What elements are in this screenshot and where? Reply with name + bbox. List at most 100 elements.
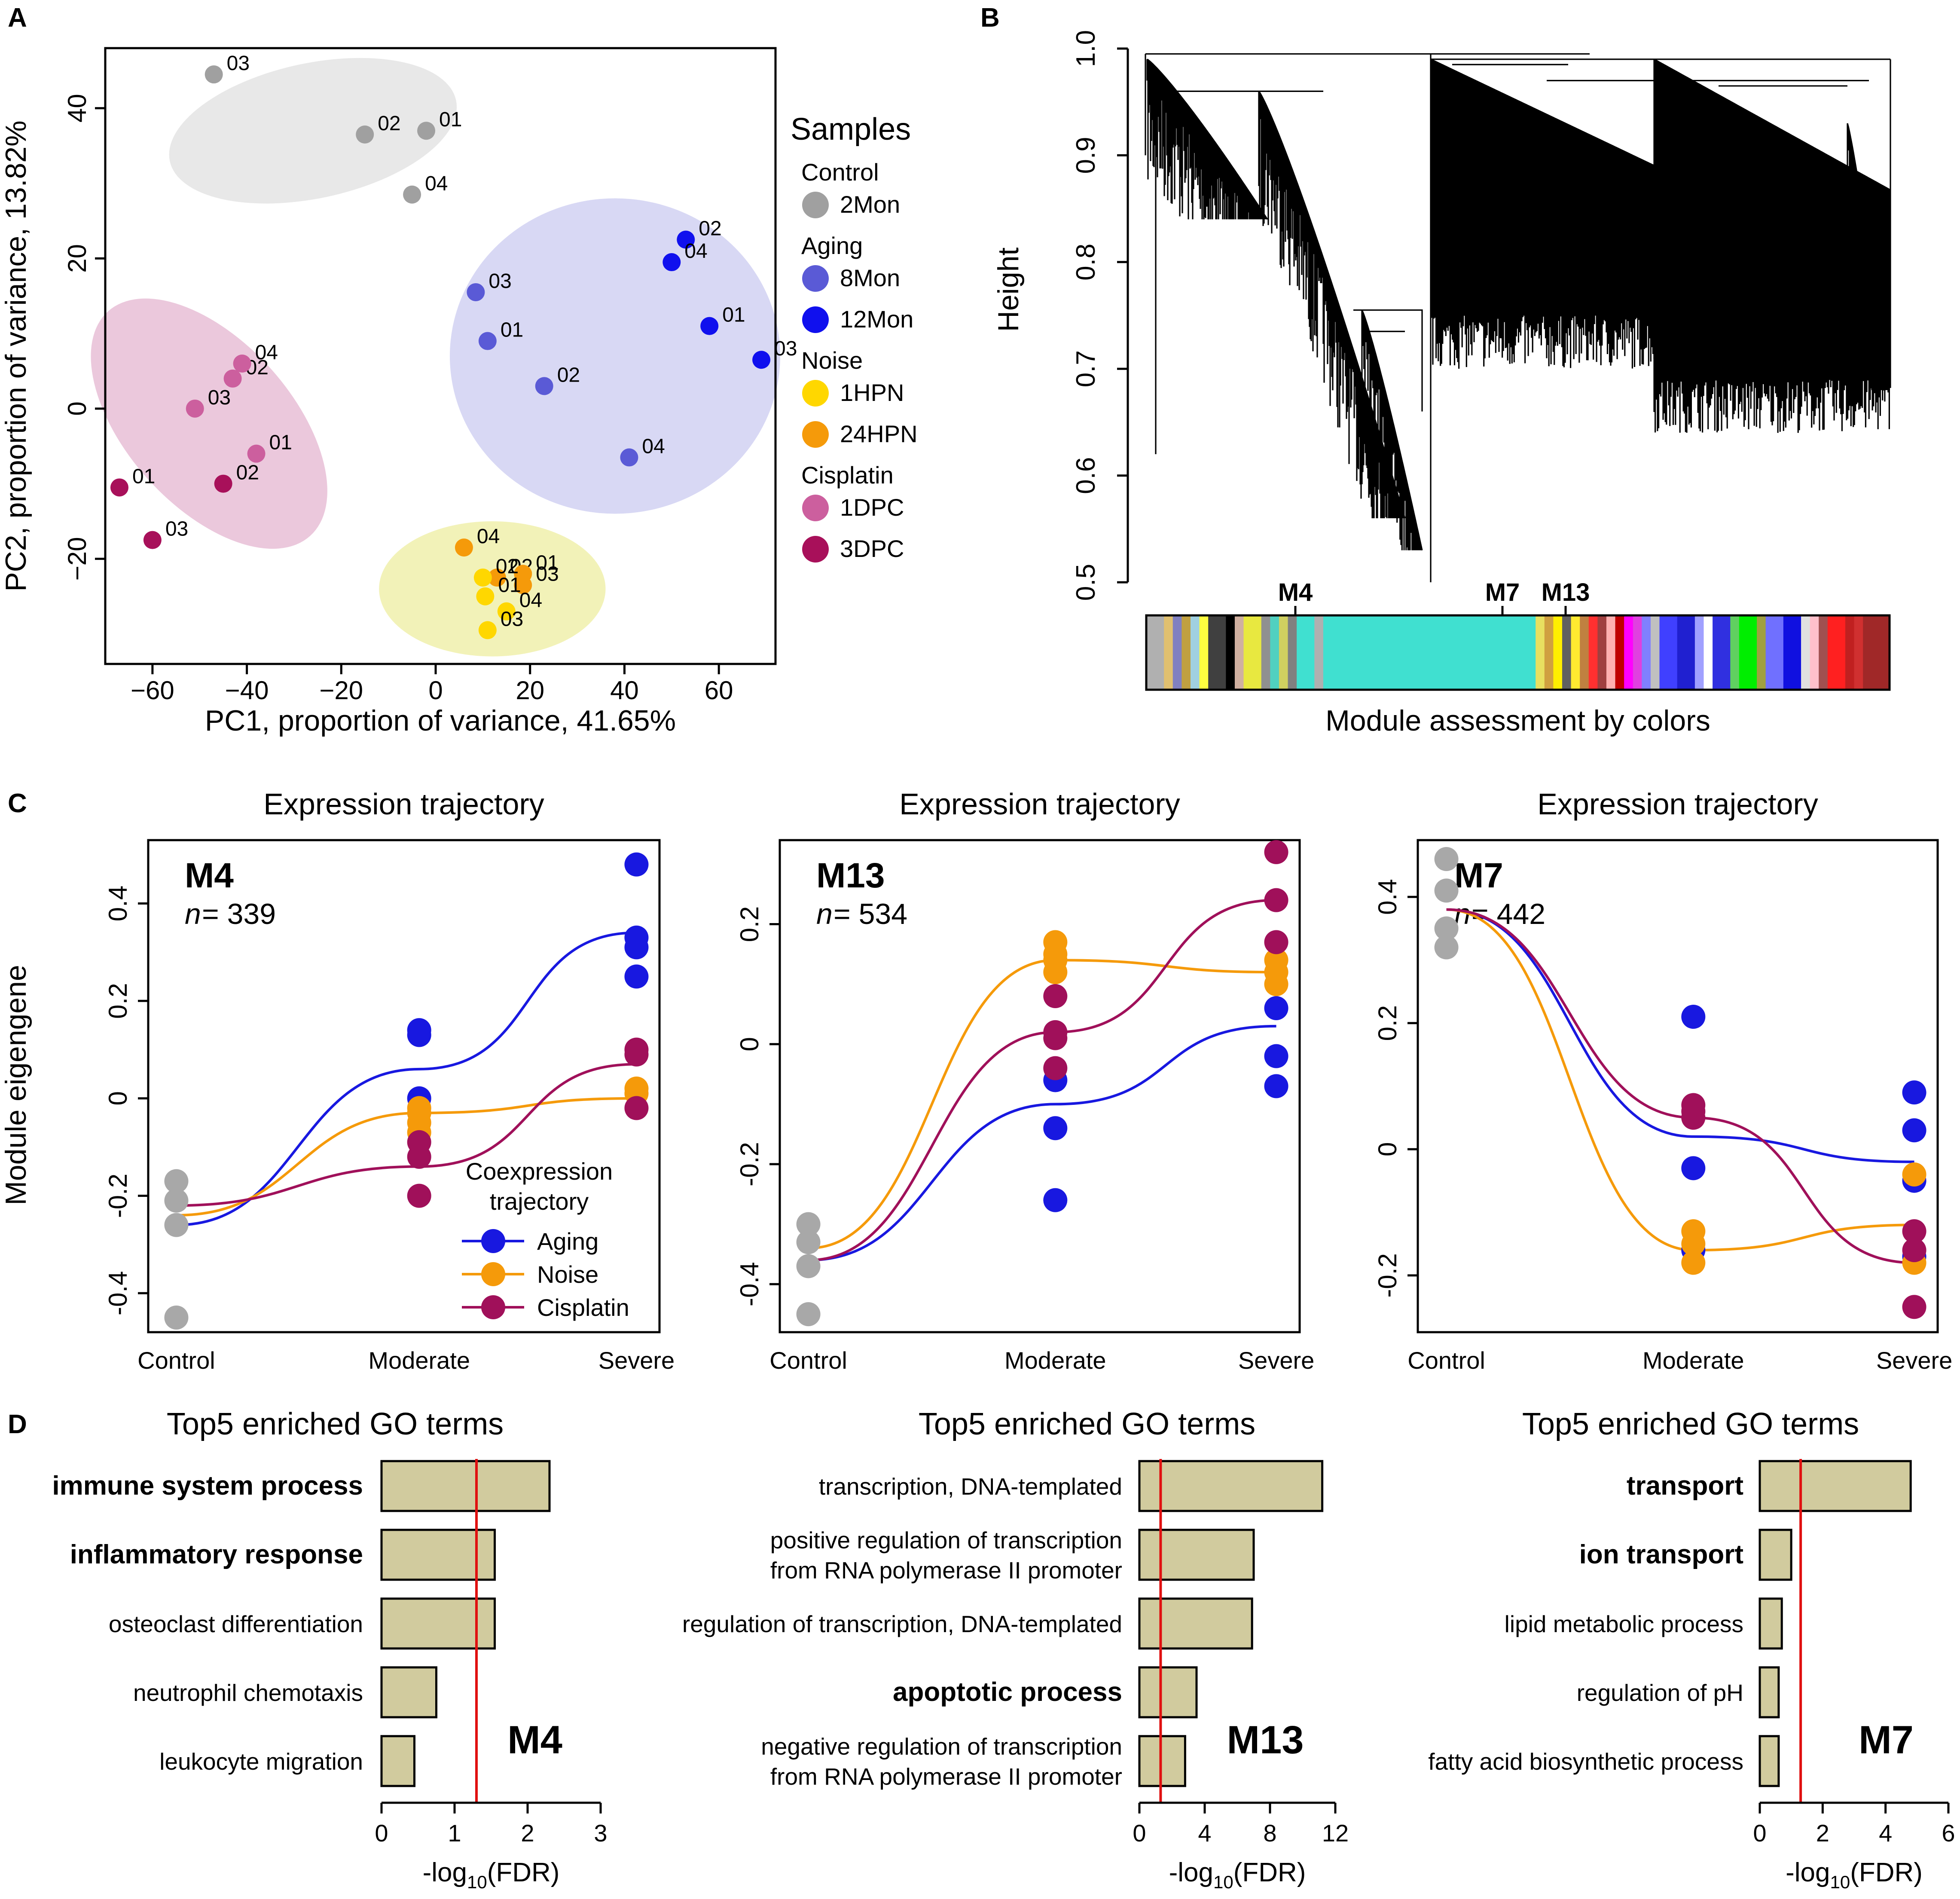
y-tick-label: -0.2 <box>104 1174 132 1218</box>
control-point <box>1434 847 1459 872</box>
severe-point-aging <box>1902 1118 1926 1143</box>
go-module-name: M7 <box>1859 1718 1914 1762</box>
legend-title: Samples <box>791 112 911 147</box>
legend-group-label: Aging <box>801 232 863 259</box>
severe-point-aging <box>1902 1080 1926 1105</box>
pca-legend: Samples Control 2Mon Aging 8Mon 12Mon Noise 1HP… <box>791 112 918 563</box>
x-category-label: Severe <box>1876 1347 1952 1374</box>
legend-item-label: 1DPC <box>840 494 904 521</box>
module-color-segment <box>1588 615 1598 690</box>
go-term-label: negative regulation of transcription <box>761 1733 1122 1760</box>
module-color-segment <box>1261 615 1271 690</box>
go-term-label: transport <box>1627 1471 1743 1501</box>
go-bar <box>1138 1666 1198 1719</box>
x-category-label: Moderate <box>1004 1347 1106 1374</box>
pca-point-label: 03 <box>208 386 231 409</box>
x-axis-title: -log10(FDR) <box>1169 1858 1306 1892</box>
trajectory-chart-m7: Expression trajectory -0.2 0 0.2 0.4 Control M… <box>1373 787 1952 1374</box>
trajectory-line-aging <box>176 931 637 1226</box>
legend-marker <box>481 1229 505 1253</box>
pca-point-label: 03 <box>774 337 797 360</box>
severe-point-cisplatin <box>624 1096 649 1120</box>
module-color-segment <box>1199 615 1209 690</box>
module-color-segment <box>1606 615 1616 690</box>
control-point <box>1434 878 1459 903</box>
module-color-segment <box>1713 615 1731 690</box>
legend-item-label: 3DPC <box>840 535 904 562</box>
trajectory-line-aging <box>808 1024 1276 1262</box>
moderate-point-aging <box>1681 1156 1706 1180</box>
go-bar <box>1138 1735 1186 1787</box>
x-category-label: Moderate <box>368 1347 470 1374</box>
pca-point <box>467 283 485 301</box>
module-color-segment <box>1765 615 1784 690</box>
trajectory-line-aging <box>1446 908 1914 1163</box>
go-title: Top5 enriched GO terms <box>167 1407 504 1441</box>
legend-item-label: 8Mon <box>840 264 900 291</box>
pca-point <box>497 602 516 621</box>
y-tick-label: 40 <box>63 94 92 122</box>
module-color-segment <box>1757 615 1766 690</box>
module-color-segment <box>1536 615 1545 690</box>
pca-point-label: 03 <box>501 608 523 630</box>
x-tick-label: 60 <box>705 676 733 705</box>
trajectory-line-noise <box>808 959 1276 1250</box>
control-point <box>164 1188 189 1213</box>
go-bar <box>1759 1529 1792 1581</box>
module-color-segment <box>1810 615 1820 690</box>
module-color-segment <box>1624 615 1633 690</box>
go-term-label: regulation of pH <box>1577 1679 1743 1706</box>
legend-group-label: Cisplatin <box>801 462 894 489</box>
x-axis-title-subscript: 10 <box>1213 1872 1233 1892</box>
x-category-label: Severe <box>1238 1347 1314 1374</box>
x-category-label: Control <box>1407 1347 1485 1374</box>
pca-point <box>488 569 506 587</box>
module-color-segment <box>1234 615 1244 690</box>
go-bar <box>1759 1666 1780 1719</box>
legend-marker <box>802 380 829 407</box>
module-color-segment <box>1819 615 1828 690</box>
module-color-segment <box>1650 615 1660 690</box>
pca-point-label: 04 <box>684 240 707 263</box>
go-bar <box>1759 1735 1780 1787</box>
y-tick-label: 20 <box>63 244 92 273</box>
pca-point-label: 02 <box>236 462 259 484</box>
y-axis-title: PC2, proportion of variance, 13.82% <box>0 120 32 591</box>
module-color-segment <box>1704 615 1713 690</box>
pca-point-label: 03 <box>536 563 559 586</box>
y-tick-label: 0.5 <box>1071 564 1101 601</box>
module-color-segment <box>1172 615 1182 690</box>
panel-label-a: A <box>8 3 27 33</box>
go-term-label: lipid metabolic process <box>1505 1611 1743 1637</box>
module-color-segment <box>1181 615 1191 690</box>
legend-item-label: 24HPN <box>840 420 918 447</box>
severe-point-cisplatin <box>1264 888 1288 912</box>
x-tick-label: 40 <box>610 676 639 705</box>
x-axis-title: -log10(FDR) <box>423 1858 560 1892</box>
module-color-segment <box>1243 615 1262 690</box>
go-term-label: immune system process <box>52 1471 363 1501</box>
legend-group-label: Noise <box>801 347 863 374</box>
go-term-label: from RNA polymerase II promoter <box>770 1557 1122 1584</box>
legend-item-label: Cisplatin <box>537 1294 629 1321</box>
module-color-segment <box>1863 615 1890 690</box>
pca-point <box>476 587 495 605</box>
x-tick-label: 2 <box>1816 1819 1829 1847</box>
go-bar-chart-m4: Top5 enriched GO terms immune system proc… <box>52 1407 607 1892</box>
y-tick-label: 0.2 <box>735 906 764 942</box>
go-title: Top5 enriched GO terms <box>919 1407 1255 1441</box>
y-tick-label: -0.2 <box>735 1142 764 1186</box>
module-color-segment <box>1580 615 1589 690</box>
legend-item-label: 2Mon <box>840 191 900 218</box>
severe-point-cisplatin <box>1264 840 1288 864</box>
legend-item-label: Aging <box>537 1228 598 1255</box>
x-tick-label: 0 <box>428 676 443 705</box>
x-category-label: Severe <box>598 1347 675 1374</box>
trajectory-line-cisplatin <box>1446 908 1914 1264</box>
module-color-segment <box>1783 615 1801 690</box>
go-term-label: transcription, DNA-templated <box>819 1473 1122 1500</box>
y-tick-label: 0 <box>735 1037 764 1051</box>
go-bar-chart-m7: Top5 enriched GO terms transport ion trans… <box>1428 1407 1955 1892</box>
module-color-segment <box>1801 615 1810 690</box>
